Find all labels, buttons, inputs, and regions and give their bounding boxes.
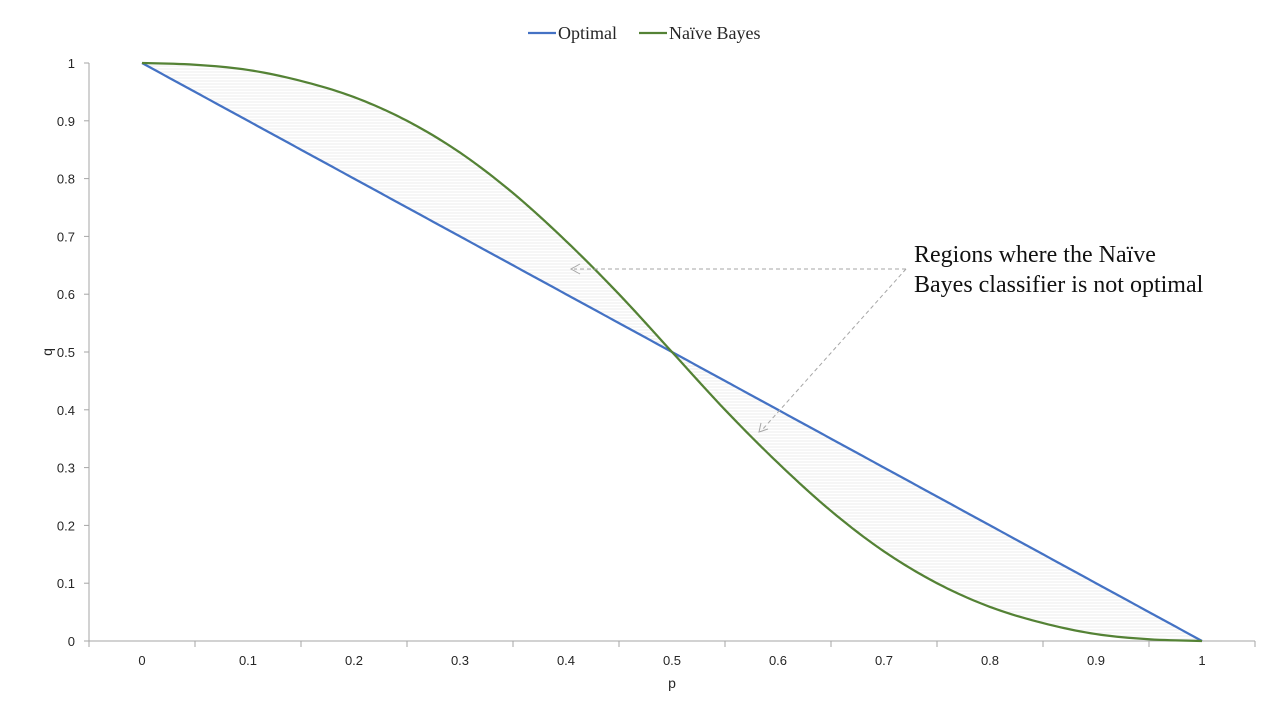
annotation-line-2: Bayes classifier is not optimal xyxy=(914,272,1204,298)
x-tick-label: 0.9 xyxy=(1087,653,1105,668)
legend-label-optimal: Optimal xyxy=(558,23,617,43)
y-axis-title: q xyxy=(39,348,55,356)
y-tick-label: 1 xyxy=(68,56,75,71)
tick-labels: 0 0.1 0.2 0.3 0.4 0.5 0.6 0.7 0.8 0.9 1 0 0.1 0.2 0.3 0… xyxy=(57,56,1206,668)
annotation: Regions where the Naïve Bayes classifier… xyxy=(569,242,1204,433)
y-tick-label: 0.2 xyxy=(57,518,75,533)
annotation-arrow-upper-head xyxy=(569,263,581,275)
x-tick-label: 0.5 xyxy=(663,653,681,668)
x-axis-title: p xyxy=(668,675,676,691)
y-tick-label: 0 xyxy=(68,634,75,649)
y-tick-label: 0.1 xyxy=(57,576,75,591)
annotation-arrow-lower-shaft xyxy=(761,268,907,431)
x-tick-label: 0.1 xyxy=(239,653,257,668)
x-tick-label: 0 xyxy=(138,653,145,668)
y-tick-label: 0.7 xyxy=(57,229,75,244)
x-tick-label: 0.3 xyxy=(451,653,469,668)
y-tick-label: 0.8 xyxy=(57,172,75,187)
series-lines xyxy=(141,61,1203,643)
y-tick-label: 0.5 xyxy=(57,345,75,360)
legend: Optimal Naïve Bayes xyxy=(528,23,760,43)
x-tick-label: 0.2 xyxy=(345,653,363,668)
legend-label-naive-bayes: Naïve Bayes xyxy=(669,23,760,43)
x-tick-label: 0.6 xyxy=(769,653,787,668)
y-tick-label: 0.4 xyxy=(57,403,75,418)
hatched-regions xyxy=(147,65,1199,640)
axes xyxy=(84,62,1256,647)
annotation-line-1: Regions where the Naïve xyxy=(914,242,1156,268)
annotation-arrow-lower-head xyxy=(758,422,769,433)
x-tick-label: 0.8 xyxy=(981,653,999,668)
y-tick-label: 0.3 xyxy=(57,461,75,476)
x-tick-label: 0.7 xyxy=(875,653,893,668)
y-tick-label: 0.9 xyxy=(57,114,75,129)
x-tick-label: 1 xyxy=(1198,653,1205,668)
series-line-naive-bayes xyxy=(141,61,1203,643)
x-tick-label: 0.4 xyxy=(557,653,575,668)
y-tick-label: 0.6 xyxy=(57,287,75,302)
